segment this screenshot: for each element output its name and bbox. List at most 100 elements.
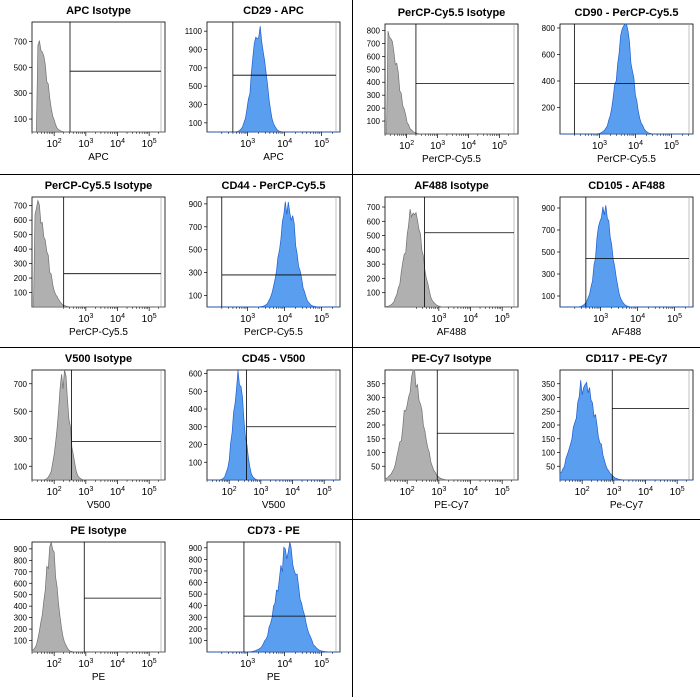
x-tick-label: 103 bbox=[78, 658, 93, 670]
chart-title: CD29 - APC bbox=[243, 5, 304, 17]
x-tick-label: 104 bbox=[277, 313, 292, 325]
plot-frame bbox=[206, 369, 341, 481]
histogram-chart: CD45 - V500 100 200 300 400 500 600 102 103 104 10… bbox=[189, 353, 341, 511]
x-tick-label: 102 bbox=[400, 486, 415, 498]
y-tick-label: 800 bbox=[189, 555, 203, 564]
y-tick-label: 200 bbox=[189, 441, 203, 450]
x-tick-label: 105 bbox=[495, 486, 510, 498]
x-tick-label: 104 bbox=[463, 486, 478, 498]
x-axis-label: APC bbox=[88, 152, 109, 163]
histogram-area bbox=[31, 541, 165, 653]
chart-title: APC Isotype bbox=[66, 5, 131, 17]
y-tick-label: 700 bbox=[14, 202, 28, 211]
x-tick-label: 103 bbox=[606, 486, 621, 498]
chart-title: V500 Isotype bbox=[65, 353, 132, 365]
x-tick-label: 102 bbox=[399, 140, 414, 152]
chart-title: CD117 - PE-Cy7 bbox=[586, 353, 668, 365]
y-tick-label: 400 bbox=[367, 246, 381, 255]
y-tick-label: 350 bbox=[367, 380, 381, 389]
y-tick-label: 200 bbox=[367, 274, 381, 283]
y-tick-label: 500 bbox=[14, 407, 28, 416]
histogram-chart: AF488 Isotype 100 200 300 400 500 600 700 103 104… bbox=[367, 180, 519, 338]
chart-title: PerCP-Cy5.5 Isotype bbox=[398, 7, 506, 19]
chart-title: CD73 - PE bbox=[247, 525, 300, 537]
y-tick-label: 500 bbox=[367, 232, 381, 241]
y-tick-label: 300 bbox=[189, 101, 203, 110]
y-tick-label: 900 bbox=[542, 204, 556, 213]
panel-separator-h bbox=[0, 519, 700, 520]
y-tick-label: 600 bbox=[189, 370, 203, 379]
y-tick-label: 150 bbox=[542, 435, 556, 444]
y-tick-label: 50 bbox=[371, 462, 380, 471]
y-tick-label: 300 bbox=[189, 613, 203, 622]
y-tick-label: 400 bbox=[367, 78, 381, 87]
y-tick-label: 100 bbox=[367, 117, 381, 126]
x-tick-label: 103 bbox=[431, 486, 446, 498]
x-axis-label: Pe-Cy7 bbox=[610, 500, 644, 511]
y-tick-label: 1100 bbox=[185, 27, 203, 36]
x-axis-label: PE bbox=[267, 672, 281, 683]
y-tick-label: 400 bbox=[14, 245, 28, 254]
y-tick-label: 200 bbox=[14, 274, 28, 283]
y-tick-label: 600 bbox=[367, 52, 381, 61]
histogram-chart: APC Isotype 100 300 500 700 102 103 104 105 APC bbox=[14, 5, 166, 163]
x-tick-label: 105 bbox=[317, 486, 332, 498]
histogram-chart: V500 Isotype 100 300 500 700 102 103 104 105 V500 bbox=[14, 353, 166, 511]
x-tick-label: 102 bbox=[47, 486, 62, 498]
histogram-chart: CD73 - PE 100 200 300 400 500 600 700 800 900 103 1… bbox=[189, 525, 341, 683]
plot-frame bbox=[31, 21, 166, 133]
y-tick-label: 100 bbox=[189, 119, 203, 128]
y-tick-label: 900 bbox=[189, 46, 203, 55]
histogram-area bbox=[207, 26, 340, 133]
x-tick-label: 105 bbox=[314, 138, 329, 150]
histogram-area bbox=[384, 209, 518, 308]
x-tick-label: 105 bbox=[314, 313, 329, 325]
x-tick-label: 104 bbox=[638, 486, 653, 498]
y-tick-label: 500 bbox=[367, 65, 381, 74]
y-tick-label: 200 bbox=[542, 103, 556, 112]
y-tick-label: 500 bbox=[189, 387, 203, 396]
y-tick-label: 100 bbox=[14, 289, 28, 298]
y-tick-label: 800 bbox=[14, 556, 28, 565]
x-tick-label: 104 bbox=[277, 658, 292, 670]
y-tick-label: 500 bbox=[14, 231, 28, 240]
chart-title: CD90 - PerCP-Cy5.5 bbox=[575, 7, 679, 19]
x-tick-label: 104 bbox=[463, 313, 478, 325]
y-tick-label: 100 bbox=[189, 636, 203, 645]
chart-title: PE Isotype bbox=[70, 525, 126, 537]
x-tick-label: 103 bbox=[430, 140, 445, 152]
panel-separator-h bbox=[0, 347, 700, 348]
x-tick-label: 104 bbox=[628, 140, 643, 152]
chart-title: CD105 - AF488 bbox=[588, 180, 665, 192]
x-tick-label: 103 bbox=[240, 313, 255, 325]
y-tick-label: 900 bbox=[189, 544, 203, 553]
y-tick-label: 500 bbox=[189, 246, 203, 255]
y-tick-label: 700 bbox=[189, 567, 203, 576]
x-tick-label: 103 bbox=[78, 486, 93, 498]
y-tick-label: 600 bbox=[189, 579, 203, 588]
histogram-area bbox=[207, 541, 340, 653]
histogram-chart: PE-Cy7 Isotype 50 100 150 200 250 300 350 102 103… bbox=[367, 353, 519, 511]
y-tick-label: 700 bbox=[367, 203, 381, 212]
y-tick-label: 100 bbox=[542, 292, 556, 301]
y-tick-label: 300 bbox=[542, 270, 556, 279]
y-tick-label: 150 bbox=[367, 435, 381, 444]
y-tick-label: 600 bbox=[367, 217, 381, 226]
x-tick-label: 103 bbox=[253, 486, 268, 498]
y-tick-label: 700 bbox=[542, 226, 556, 235]
x-axis-label: PerCP-Cy5.5 bbox=[244, 327, 303, 338]
y-tick-label: 200 bbox=[367, 104, 381, 113]
x-tick-label: 102 bbox=[47, 658, 62, 670]
x-tick-label: 105 bbox=[667, 313, 682, 325]
y-tick-label: 900 bbox=[14, 545, 28, 554]
x-axis-label: PerCP-Cy5.5 bbox=[69, 327, 128, 338]
y-tick-label: 200 bbox=[542, 421, 556, 430]
x-tick-label: 104 bbox=[461, 140, 476, 152]
x-tick-label: 104 bbox=[110, 313, 125, 325]
plot-frame bbox=[31, 196, 166, 308]
y-tick-label: 500 bbox=[14, 591, 28, 600]
plot-frame bbox=[206, 21, 341, 133]
histogram-area bbox=[384, 369, 518, 481]
y-tick-label: 500 bbox=[542, 248, 556, 257]
x-axis-label: PerCP-Cy5.5 bbox=[422, 154, 481, 165]
